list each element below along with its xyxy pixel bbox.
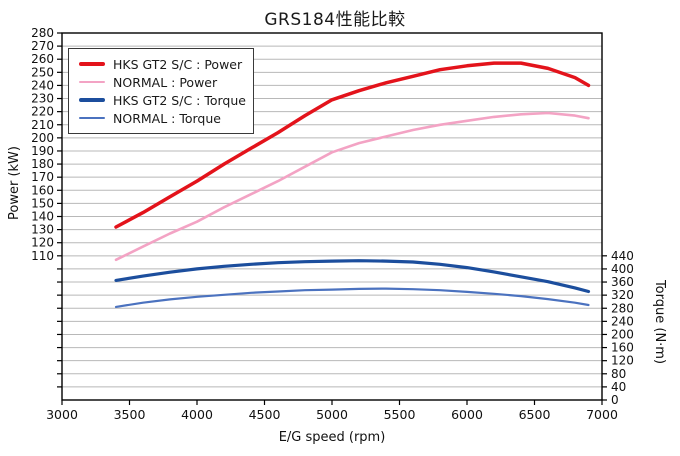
legend-item-1: NORMAL : Power [79,73,253,91]
right-axis-tick-label: 120 [611,354,634,368]
x-axis-tick-label: 4500 [249,407,281,422]
left-axis-tick-label: 240 [31,78,54,92]
x-axis-tick-label: 4000 [181,407,213,422]
right-axis-tick-label: 240 [611,314,634,328]
series-line-3 [114,287,590,308]
x-axis-tick-label: 6000 [451,407,483,422]
left-axis-tick-label: 250 [31,65,54,79]
right-axis-tick-label: 0 [611,393,619,407]
x-axis-tick-label: 7000 [586,407,618,422]
x-axis-title: E/G speed (rpm) [278,430,386,445]
left-axis-tick-label: 140 [31,210,54,224]
x-axis-tick-label: 6500 [519,407,551,422]
left-axis-tick-label: 270 [31,39,54,53]
right-axis-tick-label: 320 [611,288,634,302]
right-axis-tick-label: 200 [611,327,634,341]
legend-item-3: NORMAL : Torque [79,109,253,127]
legend-label: NORMAL : Torque [113,110,221,126]
left-axis-tick-label: 230 [31,92,54,106]
left-axis-tick-label: 260 [31,52,54,66]
left-axis-tick-label: 280 [31,26,54,40]
left-axis-tick-label: 200 [31,131,54,145]
series-line-1 [114,111,590,262]
x-axis-tick-label: 5500 [384,407,416,422]
legend-swatch [79,98,105,102]
legend-label: NORMAL : Power [113,74,218,90]
series-line-2 [114,259,591,294]
left-axis-tick-label: 160 [31,183,54,197]
left-axis-tick-label: 150 [31,196,54,210]
left-axis-tick-label: 180 [31,157,54,171]
right-axis-tick-label: 360 [611,275,634,289]
left-axis-tick-label: 170 [31,170,54,184]
left-axis-tick-label: 120 [31,236,54,250]
legend-label: HKS GT2 S/C : Torque [113,92,246,108]
x-axis-tick-label: 3000 [46,407,78,422]
left-axis-tick-label: 220 [31,105,54,119]
legend-item-2: HKS GT2 S/C : Torque [79,91,253,109]
legend-label: HKS GT2 S/C : Power [113,56,243,72]
right-axis-tick-label: 280 [611,301,634,315]
chart-title: GRS184性能比較 [264,10,406,30]
legend-swatch [79,80,105,84]
right-axis-tick-label: 40 [611,380,626,394]
right-axis-tick-label: 440 [611,249,634,263]
right-axis-tick-label: 160 [611,341,634,355]
left-axis-tick-label: 210 [31,118,54,132]
legend-swatch [79,116,105,120]
left-axis-tick-label: 190 [31,144,54,158]
right-axis-tick-label: 400 [611,262,634,276]
x-axis-tick-label: 3500 [114,407,146,422]
right-axis-tick-label: 80 [611,367,626,381]
left-axis-tick-label: 110 [31,249,54,263]
legend-swatch [79,62,105,66]
left-axis-tick-label: 130 [31,223,54,237]
series-line-0 [114,61,591,229]
x-axis-tick-label: 5000 [316,407,348,422]
legend: HKS GT2 S/C : Power NORMAL : Power HKS GT2… [68,48,254,134]
legend-item-0: HKS GT2 S/C : Power [79,55,253,73]
